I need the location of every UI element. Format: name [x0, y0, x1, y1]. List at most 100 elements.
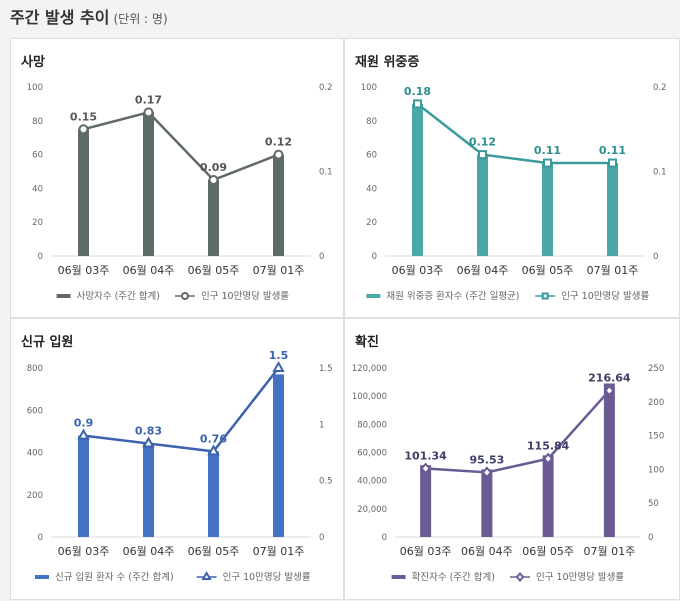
left-tick-label: 100 — [27, 83, 43, 93]
left-tick-label: 80,000 — [357, 420, 387, 430]
rate-line — [416, 102, 613, 165]
left-tick-label: 80 — [366, 117, 377, 127]
bar — [412, 103, 423, 257]
legend-bar-swatch — [391, 575, 406, 579]
left-tick-label: 0 — [38, 252, 43, 262]
legend-bar-label: 재원 위중증 환자수 (주간 일평균) — [386, 290, 519, 302]
rate-data-label: 0.18 — [404, 85, 431, 98]
bar — [273, 374, 284, 537]
right-tick-label: 0.1 — [653, 168, 667, 178]
chart-panel-icu: 재원 위중증 0 20 40 60 80 100 0 0.1 0.2 06월 03주 06월 04주… — [344, 38, 680, 318]
left-tick-label: 40,000 — [357, 477, 387, 487]
rate-data-label: 0.9 — [74, 417, 94, 430]
chart-title-admission: 신규 입원 — [21, 335, 74, 350]
left-tick-label: 120,000 — [352, 364, 387, 374]
left-tick-label: 20,000 — [357, 505, 387, 515]
legend-line-marker — [181, 292, 189, 300]
left-tick-label: 40 — [366, 184, 377, 194]
category-label: 06월 03주 — [400, 545, 452, 558]
bar — [273, 154, 284, 256]
rate-point-marker — [78, 124, 89, 135]
category-label: 07월 01주 — [587, 264, 639, 277]
right-tick-label: 200 — [648, 398, 664, 408]
category-label: 06월 05주 — [522, 264, 574, 277]
category-label: 06월 04주 — [123, 264, 175, 277]
right-tick-label: 1.5 — [319, 364, 333, 374]
chart-admission: 0 200 400 600 800 0 0.5 1 1.5 06월 03주 06월 04주 06월 0… — [27, 349, 333, 583]
bar — [208, 179, 219, 256]
left-tick-label: 40 — [32, 184, 43, 194]
category-label: 06월 05주 — [188, 264, 240, 277]
left-tick-label: 60 — [32, 151, 43, 161]
legend-line-label: 인구 10만명당 발생률 — [223, 572, 311, 583]
rate-point-marker — [413, 99, 422, 109]
right-tick-label: 0.5 — [319, 477, 333, 487]
rate-point-marker — [481, 466, 493, 479]
bar — [603, 383, 615, 537]
left-tick-label: 800 — [27, 364, 43, 374]
left-tick-label: 60,000 — [357, 449, 387, 459]
rate-point-marker — [608, 158, 617, 168]
rate-data-label: 216.64 — [588, 372, 631, 385]
rate-data-label: 115.84 — [527, 440, 570, 453]
category-label: 06월 05주 — [522, 545, 574, 558]
rate-data-label: 0.76 — [200, 432, 227, 445]
rate-point-marker — [604, 384, 615, 397]
right-tick-label: 100 — [648, 465, 664, 475]
left-tick-label: 20 — [366, 218, 377, 228]
bar — [143, 444, 154, 537]
left-tick-label: 200 — [27, 491, 43, 501]
bar — [542, 161, 553, 256]
bar — [420, 465, 432, 537]
left-tick-label: 600 — [27, 406, 43, 416]
bar — [607, 163, 618, 256]
rate-data-label: 0.83 — [135, 424, 162, 437]
chart-title-icu: 재원 위중증 — [355, 55, 420, 70]
right-tick-label: 0.2 — [319, 83, 333, 93]
page-unit: (단위 : 명) — [113, 12, 168, 26]
left-tick-label: 80 — [32, 117, 43, 127]
category-label: 06월 03주 — [58, 264, 110, 277]
rate-line — [83, 367, 280, 453]
left-tick-label: 400 — [27, 449, 43, 459]
category-label: 06월 03주 — [392, 264, 444, 277]
rate-data-label: 0.12 — [469, 136, 496, 149]
right-tick-label: 0.1 — [319, 168, 333, 178]
legend-bar-swatch — [35, 575, 49, 579]
bar — [78, 129, 89, 256]
rate-point-marker — [542, 452, 554, 465]
page-title: 주간 발생 추이 (단위 : 명) — [10, 4, 168, 28]
rate-data-label: 0.09 — [200, 161, 227, 174]
right-tick-label: 0 — [648, 533, 653, 543]
rate-point-marker — [142, 436, 155, 448]
rate-point-marker — [143, 107, 154, 118]
category-label: 06월 03주 — [58, 545, 110, 558]
legend-line-label: 인구 10만명당 발생률 — [561, 291, 649, 302]
chart-title-death: 사망 — [21, 55, 45, 70]
rate-data-label: 1.5 — [269, 349, 289, 362]
rate-data-label: 0.12 — [265, 136, 292, 149]
right-tick-label: 0.2 — [653, 83, 667, 93]
left-tick-label: 0 — [372, 252, 377, 262]
rate-data-label: 0.11 — [599, 144, 626, 157]
legend-bar-swatch — [366, 294, 381, 298]
rate-line — [83, 110, 279, 182]
category-label: 06월 04주 — [123, 545, 175, 558]
legend-line-marker — [515, 571, 525, 583]
right-tick-label: 150 — [648, 432, 664, 442]
right-tick-label: 50 — [648, 499, 659, 509]
chart-panel-confirmed: 확진 0 20,000 40,000 60,000 80,000 100,000 120,0… — [344, 318, 680, 600]
left-tick-label: 60 — [366, 151, 377, 161]
legend-line-marker — [201, 571, 212, 580]
rate-data-label: 0.11 — [534, 144, 561, 157]
rate-point-marker — [272, 360, 285, 372]
right-tick-label: 0 — [319, 252, 324, 262]
rate-data-label: 95.53 — [469, 453, 504, 466]
rate-point-marker — [543, 158, 552, 168]
rate-point-marker — [273, 149, 284, 160]
right-tick-label: 0 — [319, 533, 324, 543]
rate-line — [425, 389, 611, 474]
category-label: 06월 05주 — [188, 545, 240, 558]
bar — [78, 435, 89, 537]
category-label: 07월 01주 — [584, 545, 636, 558]
